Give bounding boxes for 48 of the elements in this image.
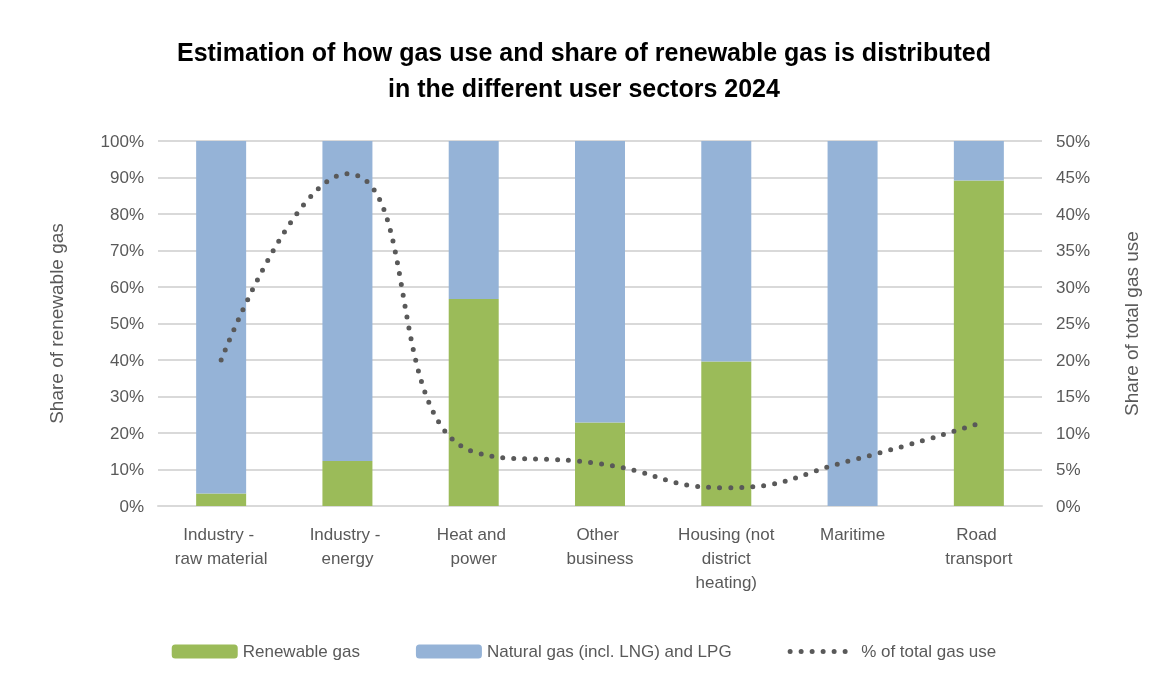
bar xyxy=(953,180,1004,506)
y2-tick-label: 10% xyxy=(1056,423,1091,443)
bar xyxy=(575,141,625,423)
x-tick-label: Maritime xyxy=(819,524,886,544)
y-tick-label: 20% xyxy=(109,423,144,443)
y2-tick-label: 50% xyxy=(1056,131,1091,151)
y2-tick-label: 0% xyxy=(1056,496,1081,516)
x-tick-label: Other business xyxy=(566,524,634,568)
y-tick-label: 80% xyxy=(109,204,144,224)
y2-tick-label: 35% xyxy=(1056,241,1091,260)
y-axis-title: Share of renewable gas xyxy=(46,223,67,424)
y-tick-label: 90% xyxy=(109,168,144,187)
y-tick-label: 40% xyxy=(109,350,144,370)
bar xyxy=(953,141,1004,181)
bar xyxy=(322,461,373,506)
chart-title: Estimation of how gas use and share of renewable gas is distributed in the different user sectors 2024 xyxy=(175,37,993,104)
bar xyxy=(448,299,499,506)
x-tick-label: Housing (not district heating) xyxy=(678,524,775,592)
bar xyxy=(701,141,752,362)
y-tick-label: 50% xyxy=(109,314,144,333)
legend-label: Renewable gas xyxy=(242,642,360,661)
x-tick-label: Industry - energy xyxy=(309,524,386,568)
bar xyxy=(701,361,752,506)
y2-tick-label: 5% xyxy=(1056,460,1081,479)
legend-label: Natural gas (incl. LNG) and LPG xyxy=(486,642,732,661)
y-tick-label: 70% xyxy=(109,241,144,260)
y2-tick-label: 20% xyxy=(1056,350,1091,370)
y2-tick-label: 45% xyxy=(1056,168,1091,187)
x-tick-label: Road transport xyxy=(945,524,1013,568)
y2-tick-label: 15% xyxy=(1056,387,1091,406)
y2-tick-label: 40% xyxy=(1056,204,1091,224)
y2-tick-label: 25% xyxy=(1056,314,1091,333)
bar xyxy=(575,422,625,506)
bar xyxy=(196,141,247,494)
y2-axis-title: Share of total gas use xyxy=(1121,231,1142,416)
y-tick-label: 10% xyxy=(109,460,144,479)
y2-tick-label: 30% xyxy=(1056,277,1091,297)
y-tick-label: 0% xyxy=(119,496,144,516)
legend-label: % of total gas use xyxy=(861,642,997,661)
x-tick-label: Industry - raw material xyxy=(174,524,268,568)
y-tick-label: 100% xyxy=(100,131,144,151)
y-tick-label: 30% xyxy=(109,387,144,406)
x-tick-label: Heat and power xyxy=(436,524,511,568)
y-tick-label: 60% xyxy=(109,277,144,297)
bar xyxy=(448,141,499,300)
bar xyxy=(322,141,373,462)
bar xyxy=(827,141,878,506)
bar xyxy=(196,493,247,506)
